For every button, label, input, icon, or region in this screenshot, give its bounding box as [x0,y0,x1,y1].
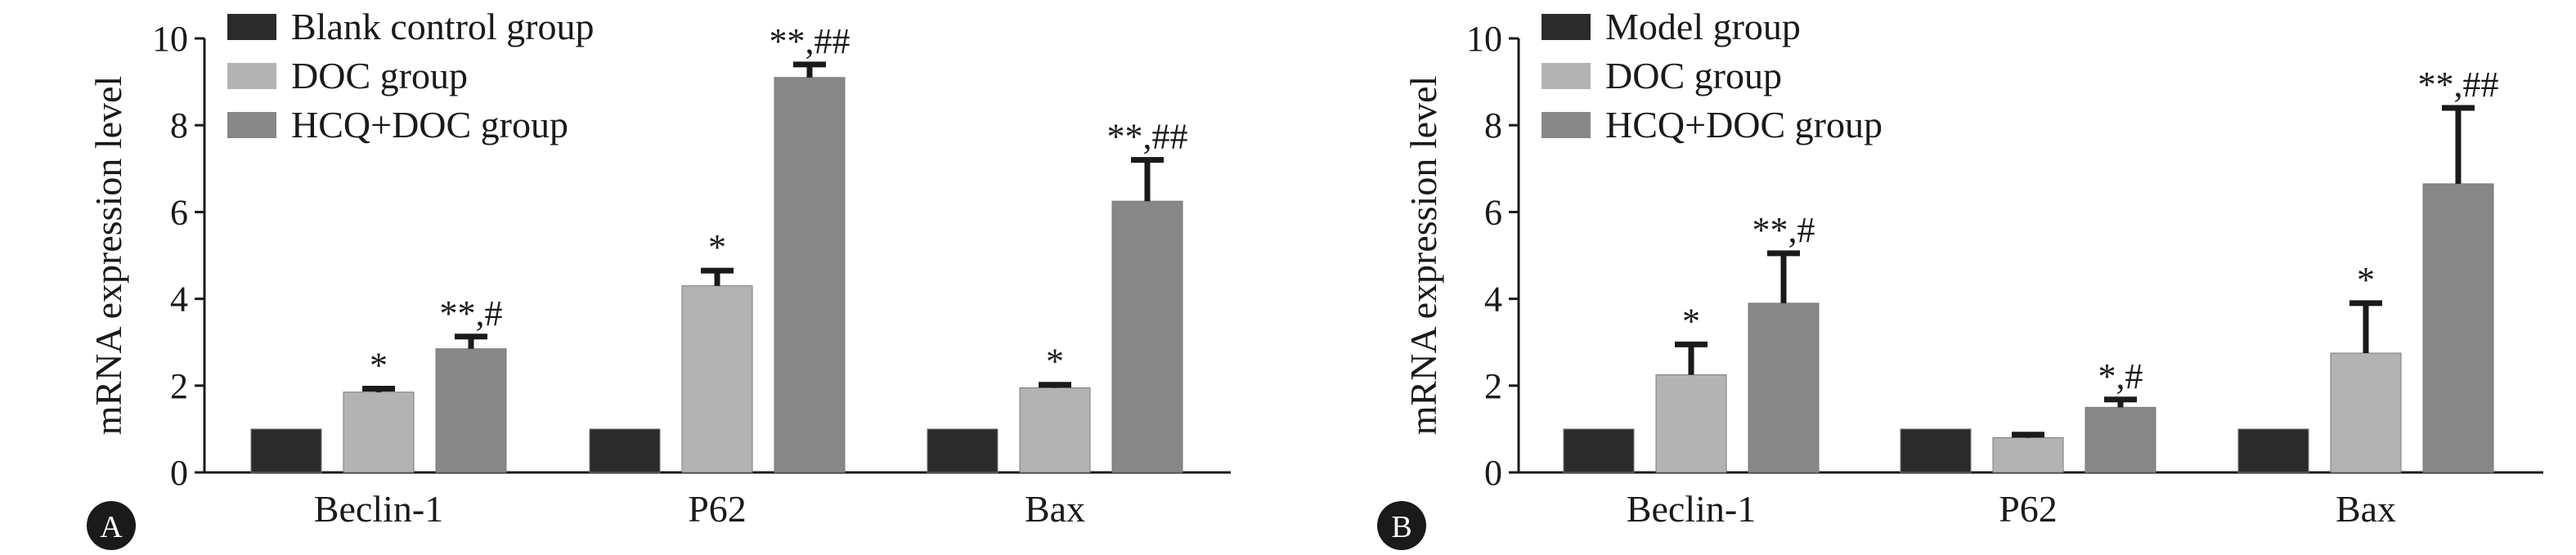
bar [2237,428,2309,473]
y-tick-label: 8 [170,105,188,145]
y-tick-label: 6 [1484,192,1502,232]
y-tick-label: 2 [170,366,188,406]
panel-label-badge [1377,501,1426,550]
bar [1563,428,1635,473]
bar [1019,387,1091,473]
bar [589,428,661,473]
significance-label: **,## [770,21,850,61]
bar [1655,374,1727,473]
legend-label: DOC group [291,55,468,96]
legend-label: DOC group [1605,55,1782,96]
panel-label-badge [87,501,136,550]
y-axis-title: mRNA expression level [1402,76,1444,436]
significance-label: * [2357,260,2375,300]
y-tick-label: 10 [1466,19,1502,59]
legend-label: HCQ+DOC group [291,104,568,145]
significance-label: **,# [440,293,503,333]
panel-label: A [100,510,123,544]
bar [1992,437,2064,473]
x-tick-label: Bax [2336,488,2396,530]
x-tick-label: Bax [1025,488,1085,530]
bar [2085,406,2156,473]
y-tick-label: 0 [170,453,188,493]
legend-label: HCQ+DOC group [1605,104,1883,145]
panel-label: B [1391,510,1411,544]
y-tick-label: 0 [1484,453,1502,493]
bar [2422,183,2494,473]
significance-label: **,# [1752,210,1815,250]
bar [250,428,322,473]
legend-swatch [227,14,276,40]
legend-swatch [227,112,276,138]
bar [1748,302,1820,473]
y-tick-label: 4 [1484,280,1502,320]
x-tick-label: P62 [688,488,747,530]
bar [927,428,999,473]
chart-panel-a: 0 2 4 6 8 10 mRNA expression level * **,# Beclin-… [87,6,1231,550]
y-axis-title: mRNA expression level [88,76,129,436]
bar [343,392,415,473]
significance-label: * [1682,301,1700,341]
x-tick-label: P62 [1999,488,2058,530]
bar [774,77,846,473]
y-tick-label: 8 [1484,105,1502,145]
y-tick-label: 2 [1484,366,1502,406]
y-tick-label: 6 [170,192,188,232]
significance-label: *,# [2098,356,2143,396]
y-tick-label: 10 [152,19,188,59]
significance-label: * [370,346,388,386]
x-tick-label: Beclin-1 [314,488,443,530]
significance-label: * [708,227,726,267]
legend-swatch [1542,112,1591,138]
significance-label: **,## [2418,65,2499,105]
legend-swatch [227,63,276,89]
x-tick-label: Beclin-1 [1627,488,1756,530]
legend-swatch [1542,63,1591,89]
legend-swatch [1542,14,1591,40]
bar [1111,200,1183,473]
significance-label: **,## [1107,117,1188,157]
y-tick-label: 4 [170,280,188,320]
bar [435,348,507,473]
bar [1900,428,1972,473]
legend-label: Model group [1605,6,1801,47]
bar [681,285,753,473]
bar [2330,352,2402,473]
legend-label: Blank control group [291,6,595,47]
significance-label: * [1046,342,1064,382]
